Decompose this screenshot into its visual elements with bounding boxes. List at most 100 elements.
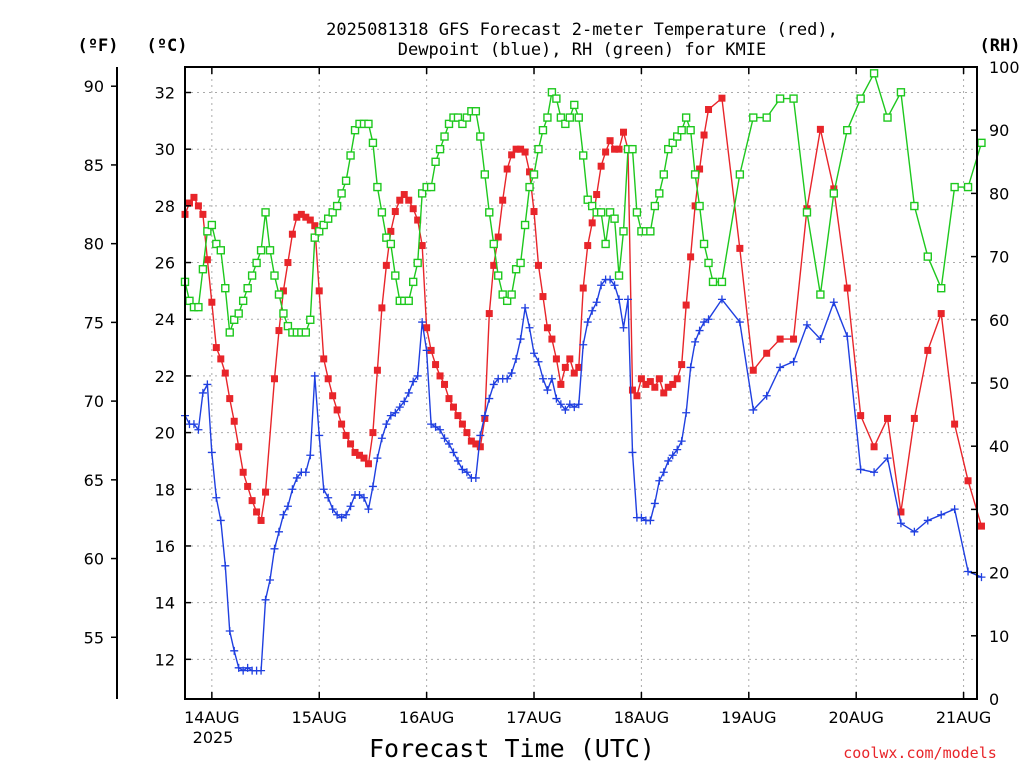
rh-point bbox=[655, 189, 664, 198]
dewpoint-point bbox=[489, 380, 498, 389]
rh-point bbox=[238, 296, 248, 306]
temperature-point bbox=[736, 244, 744, 252]
temperature-point bbox=[816, 125, 824, 133]
dewpoint-point bbox=[749, 405, 758, 414]
dewpoint-point bbox=[923, 516, 932, 525]
fahrenheit-tick-label: 70 bbox=[84, 392, 104, 411]
x-tick-label: 14AUG bbox=[184, 708, 239, 727]
temperature-point bbox=[620, 128, 628, 136]
temperature-point bbox=[302, 213, 310, 221]
rh-point bbox=[735, 170, 745, 179]
dewpoint-point bbox=[695, 326, 704, 335]
temperature-point bbox=[485, 310, 493, 318]
dewpoint-point bbox=[816, 335, 825, 344]
temperature-point bbox=[696, 165, 704, 173]
rh-point bbox=[315, 227, 324, 236]
dewpoint-point bbox=[628, 448, 637, 457]
temperature-point bbox=[776, 335, 784, 343]
dewpoint-point bbox=[239, 666, 248, 675]
dewpoint-point bbox=[261, 595, 270, 604]
fahrenheit-tick-label: 55 bbox=[84, 628, 104, 647]
rh-point bbox=[601, 239, 610, 249]
temperature-point bbox=[324, 375, 332, 383]
rh-point bbox=[605, 208, 615, 217]
dewpoint-point bbox=[512, 354, 521, 363]
temperature-point bbox=[611, 145, 619, 153]
dewpoint-point bbox=[686, 363, 695, 372]
dewpoint-point bbox=[543, 386, 552, 395]
dewpoint-point bbox=[829, 298, 838, 307]
rh-point bbox=[923, 252, 932, 261]
temperature-point bbox=[449, 403, 457, 411]
dewpoint-point bbox=[646, 516, 655, 525]
rh-point bbox=[520, 220, 530, 230]
temperature-point bbox=[454, 412, 462, 420]
celsius-tick-label: 28 bbox=[155, 197, 175, 216]
dewpoint-line bbox=[184, 278, 982, 672]
temperature-point bbox=[208, 298, 216, 306]
rh-point bbox=[579, 151, 588, 160]
rh-point bbox=[377, 208, 387, 217]
rh-point bbox=[337, 189, 346, 198]
rh-point bbox=[883, 113, 892, 122]
temperature-point bbox=[494, 233, 502, 241]
temperature-point bbox=[467, 437, 475, 445]
dewpoint-point bbox=[547, 374, 556, 383]
dewpoint-point bbox=[230, 646, 239, 655]
dewpoint-point bbox=[270, 544, 279, 553]
dewpoint-point bbox=[525, 323, 534, 332]
rh-point bbox=[426, 182, 436, 192]
rh-tick-label: 20 bbox=[989, 564, 1009, 583]
temperature-point bbox=[593, 191, 601, 199]
temperature-point bbox=[655, 375, 663, 383]
rh-point bbox=[614, 271, 624, 280]
fahrenheit-unit-label: (ºF) bbox=[78, 36, 119, 56]
dewpoint-point bbox=[364, 505, 373, 514]
temperature-point bbox=[432, 361, 440, 369]
chart-title-line-1: 2025081318 GFS Forecast 2-meter Temperat… bbox=[326, 20, 838, 40]
rh-point bbox=[225, 328, 234, 337]
rh-point bbox=[977, 138, 986, 148]
rh-point bbox=[323, 214, 333, 223]
temperature-point bbox=[646, 378, 654, 386]
rh-point bbox=[364, 119, 373, 129]
dewpoint-point bbox=[431, 422, 440, 431]
rh-point bbox=[444, 119, 454, 129]
celsius-tick-label: 12 bbox=[155, 650, 175, 669]
rh-point bbox=[283, 321, 293, 331]
celsius-tick-label: 30 bbox=[155, 140, 175, 159]
dewpoint-point bbox=[324, 493, 333, 502]
temperature-point bbox=[615, 145, 623, 153]
temperature-point bbox=[306, 216, 314, 224]
dewpoint-point bbox=[561, 405, 570, 414]
dewpoint-point bbox=[606, 275, 615, 284]
rh-point bbox=[789, 94, 798, 103]
temperature-point bbox=[557, 380, 565, 388]
temperature-point bbox=[951, 420, 959, 428]
temperature-point bbox=[391, 208, 399, 216]
rh-point bbox=[632, 208, 642, 217]
rh-point bbox=[417, 189, 427, 198]
temperature-point bbox=[279, 287, 287, 295]
temperature-point bbox=[297, 210, 305, 218]
temperature-point bbox=[230, 417, 238, 425]
rh-point bbox=[673, 132, 682, 141]
temperature-point bbox=[476, 443, 484, 451]
dewpoint-point bbox=[776, 363, 785, 372]
dewpoint-point bbox=[802, 320, 811, 329]
temperature-point bbox=[964, 477, 972, 485]
rh-point bbox=[525, 182, 534, 192]
temperature-point bbox=[718, 94, 726, 102]
rh-tick-label: 80 bbox=[989, 184, 1009, 203]
dewpoint-point bbox=[691, 337, 700, 346]
temperature-point bbox=[414, 216, 422, 224]
celsius-tick-label: 18 bbox=[155, 480, 175, 499]
x-axis-label: Forecast Time (UTC) bbox=[369, 734, 655, 763]
rh-point bbox=[664, 144, 673, 154]
rh-point bbox=[628, 144, 637, 154]
rh-point bbox=[498, 290, 507, 299]
rh-point bbox=[561, 119, 570, 129]
temperature-point bbox=[409, 205, 417, 213]
rh-tick-label: 70 bbox=[989, 248, 1009, 267]
dewpoint-point bbox=[682, 408, 691, 417]
